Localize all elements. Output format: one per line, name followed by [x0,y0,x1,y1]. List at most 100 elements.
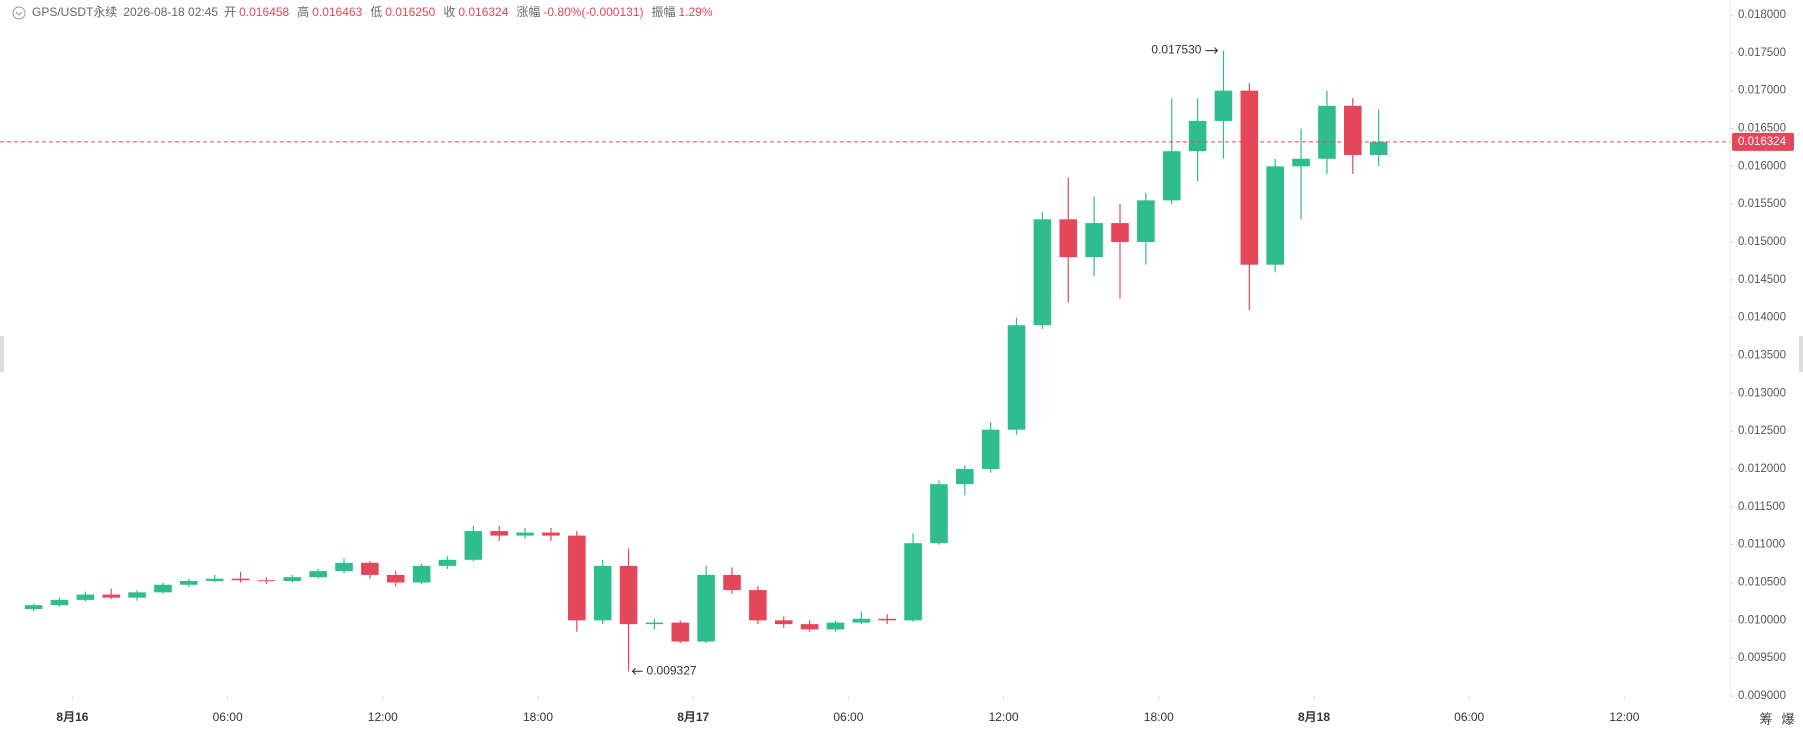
y-tick-label: 0.010500 [1738,577,1786,589]
candle-body [335,562,353,572]
candle-body [1059,219,1078,258]
x-tick-label: 12:00 [368,710,398,724]
candle-body [852,618,871,623]
header-value: 1.29% [679,5,713,19]
candle-body [774,620,793,625]
header-label: 振幅 [651,4,675,19]
candle-body [1188,120,1207,152]
last-price-label: 0.016324 [1738,136,1787,148]
candle-body [1085,223,1103,258]
candle-body [1240,90,1259,265]
y-tick-label: 0.017500 [1738,47,1786,59]
candle-body [516,532,534,536]
y-tick-label: 0.012500 [1738,425,1786,437]
y-tick-label: 0.015000 [1738,236,1786,248]
header-value: 0.016463 [312,5,362,19]
candle-body [283,577,302,581]
annotation-label: 0.009327 [647,663,697,677]
candle-body [930,484,948,544]
candle-body [1318,105,1336,159]
header-value: 0.016458 [239,5,289,19]
candle-body [1292,158,1310,167]
candle-body [568,535,586,621]
y-tick-label: 0.015500 [1738,198,1786,210]
candle-body [438,559,457,566]
candle-body [1214,90,1233,121]
x-tick-label: 18:00 [523,710,553,724]
annotation-arrow [1205,47,1219,54]
candle-body [490,531,509,536]
candle-body [826,622,845,630]
y-tick-label: 0.016500 [1738,123,1786,135]
annotation-arrow [631,667,643,675]
candle-body [231,578,250,581]
header-value: -0.80%(-0.000131) [543,5,643,19]
candle-body [180,580,198,585]
candle-body [697,574,715,642]
candle-body [412,565,431,583]
candle-body [386,574,405,583]
candle-body [464,531,483,560]
annotation-label: 0.017530 [1151,43,1201,57]
header-time: 2026-08-18 02:45 [123,5,218,19]
header-label: 涨幅 [516,4,540,19]
y-tick-label: 0.013000 [1738,387,1786,399]
header-label: 开 [224,5,236,19]
candle-body [1111,223,1129,242]
candle-body [1343,105,1362,155]
candle-body [1033,219,1052,326]
header-value: 0.016250 [385,5,435,19]
candle-body [619,565,638,625]
y-tick-label: 0.010000 [1738,614,1786,626]
candle-body [800,624,819,630]
y-tick-label: 0.013500 [1738,350,1786,362]
candle-body [361,562,379,575]
candle-body [645,622,664,625]
candle-body [878,618,896,621]
tool-button[interactable]: 爆 [1781,711,1794,726]
candle-body [50,599,69,606]
candle-body [723,574,741,591]
candle-body [1137,200,1155,242]
y-tick-label: 0.018000 [1738,9,1786,21]
x-tick-label: 18:00 [1144,710,1174,724]
header-value: 0.016324 [458,5,508,19]
left-handle[interactable] [0,336,4,372]
candle-body [154,584,172,593]
y-tick-label: 0.009000 [1738,690,1786,702]
header-label: 低 [370,5,382,19]
y-tick-label: 0.011000 [1738,539,1785,551]
x-tick-label: 12:00 [989,710,1019,724]
y-tick-label: 0.014000 [1738,312,1786,324]
tool-button[interactable]: 筹 [1759,711,1772,726]
x-tick-label: 06:00 [213,710,243,724]
x-tick-label: 8月18 [1298,710,1330,724]
candle-body [128,592,146,598]
x-tick-label: 12:00 [1609,710,1639,724]
candle-body [1266,166,1284,265]
candle-body [76,594,95,600]
candle-body [24,605,43,609]
y-tick-label: 0.012000 [1738,463,1786,475]
candle-body [257,580,276,582]
x-tick-label: 8月17 [677,710,709,724]
symbol: GPS/USDT永续 [32,5,117,19]
candle-body [1162,151,1181,201]
header-label: 高 [297,4,309,19]
candle-body [956,469,974,485]
candle-body [542,532,560,536]
last-price-box [1732,132,1794,151]
right-handle[interactable] [1799,336,1803,372]
candle-body [205,578,224,581]
y-tick-label: 0.011500 [1738,501,1785,513]
collapse-icon[interactable] [12,6,26,20]
x-tick-label: 06:00 [833,710,863,724]
candle-body [309,571,327,578]
candle-body [981,429,1000,469]
y-tick-label: 0.017000 [1738,85,1786,97]
candle-body [102,594,121,598]
y-tick-label: 0.009500 [1738,652,1786,664]
